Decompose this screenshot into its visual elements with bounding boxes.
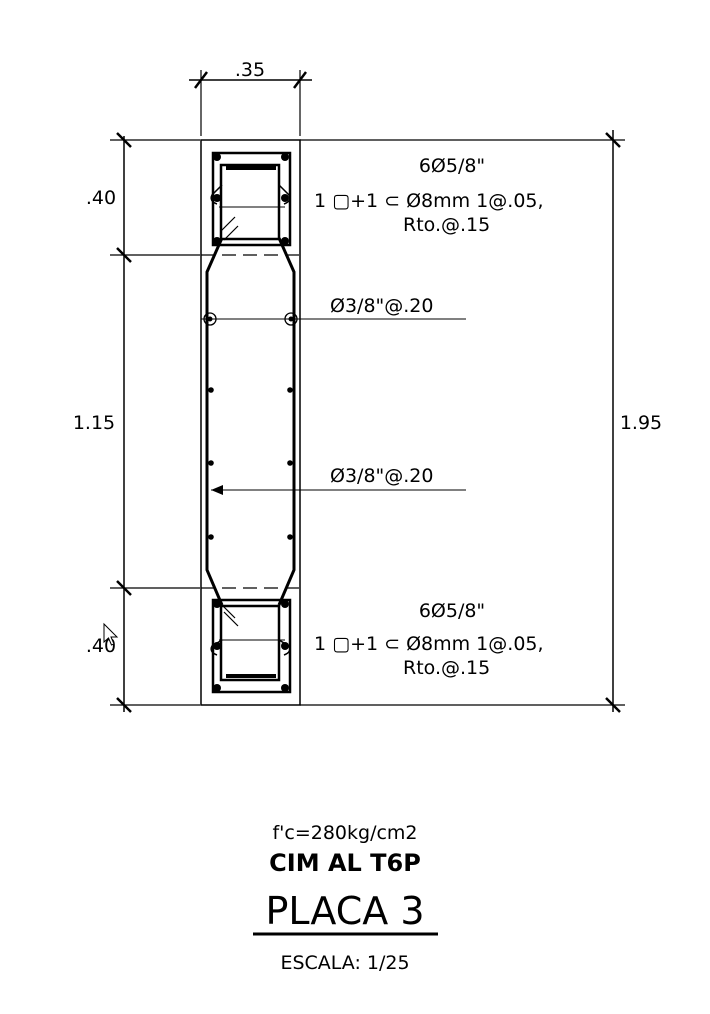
- left-bottom-label: .40: [86, 635, 116, 657]
- web-vertical-label: Ø3/8"@.20: [330, 465, 434, 487]
- bottom-head-spacing: Rto.@.15: [403, 657, 490, 679]
- left-middle-label: 1.15: [73, 412, 115, 434]
- top-head-reinforcement: [210, 151, 292, 247]
- right-total-label: 1.95: [620, 412, 662, 434]
- left-top-label: .40: [86, 187, 116, 209]
- scale-label: ESCALA: 1/25: [280, 952, 409, 974]
- web-horizontal-label: Ø3/8"@.20: [330, 295, 434, 317]
- right-dimension: 1.95: [300, 130, 662, 713]
- left-dimension-chain: .40 1.15 .40: [73, 132, 200, 713]
- bottom-head-annotation: 6Ø5/8" 1 ▢+1 ⊂ Ø8mm 1@.05, Rto.@.15: [314, 600, 544, 679]
- wall-outline: [200, 139, 301, 706]
- drawing-title: PLACA 3: [265, 889, 424, 933]
- top-head-annotation: 6Ø5/8" 1 ▢+1 ⊂ Ø8mm 1@.05, Rto.@.15: [314, 155, 544, 236]
- top-head-bars: 6Ø5/8": [419, 155, 485, 177]
- top-head-spacing: Rto.@.15: [403, 214, 490, 236]
- web-reinforcement: [201, 237, 466, 606]
- top-head-stirrups: 1 ▢+1 ⊂ Ø8mm 1@.05,: [314, 190, 544, 212]
- top-width-dimension: .35: [189, 59, 312, 136]
- bottom-head-bars: 6Ø5/8": [419, 600, 485, 622]
- level-label: CIM AL T6P: [269, 849, 421, 877]
- width-top-label: .35: [235, 59, 265, 81]
- title-block: f'c=280kg/cm2 CIM AL T6P PLACA 3 ESCALA:…: [253, 822, 438, 974]
- mouse-cursor-icon: [103, 622, 119, 646]
- bottom-head-reinforcement: [210, 598, 292, 694]
- bottom-head-stirrups: 1 ▢+1 ⊂ Ø8mm 1@.05,: [314, 633, 544, 655]
- concrete-strength: f'c=280kg/cm2: [272, 822, 417, 844]
